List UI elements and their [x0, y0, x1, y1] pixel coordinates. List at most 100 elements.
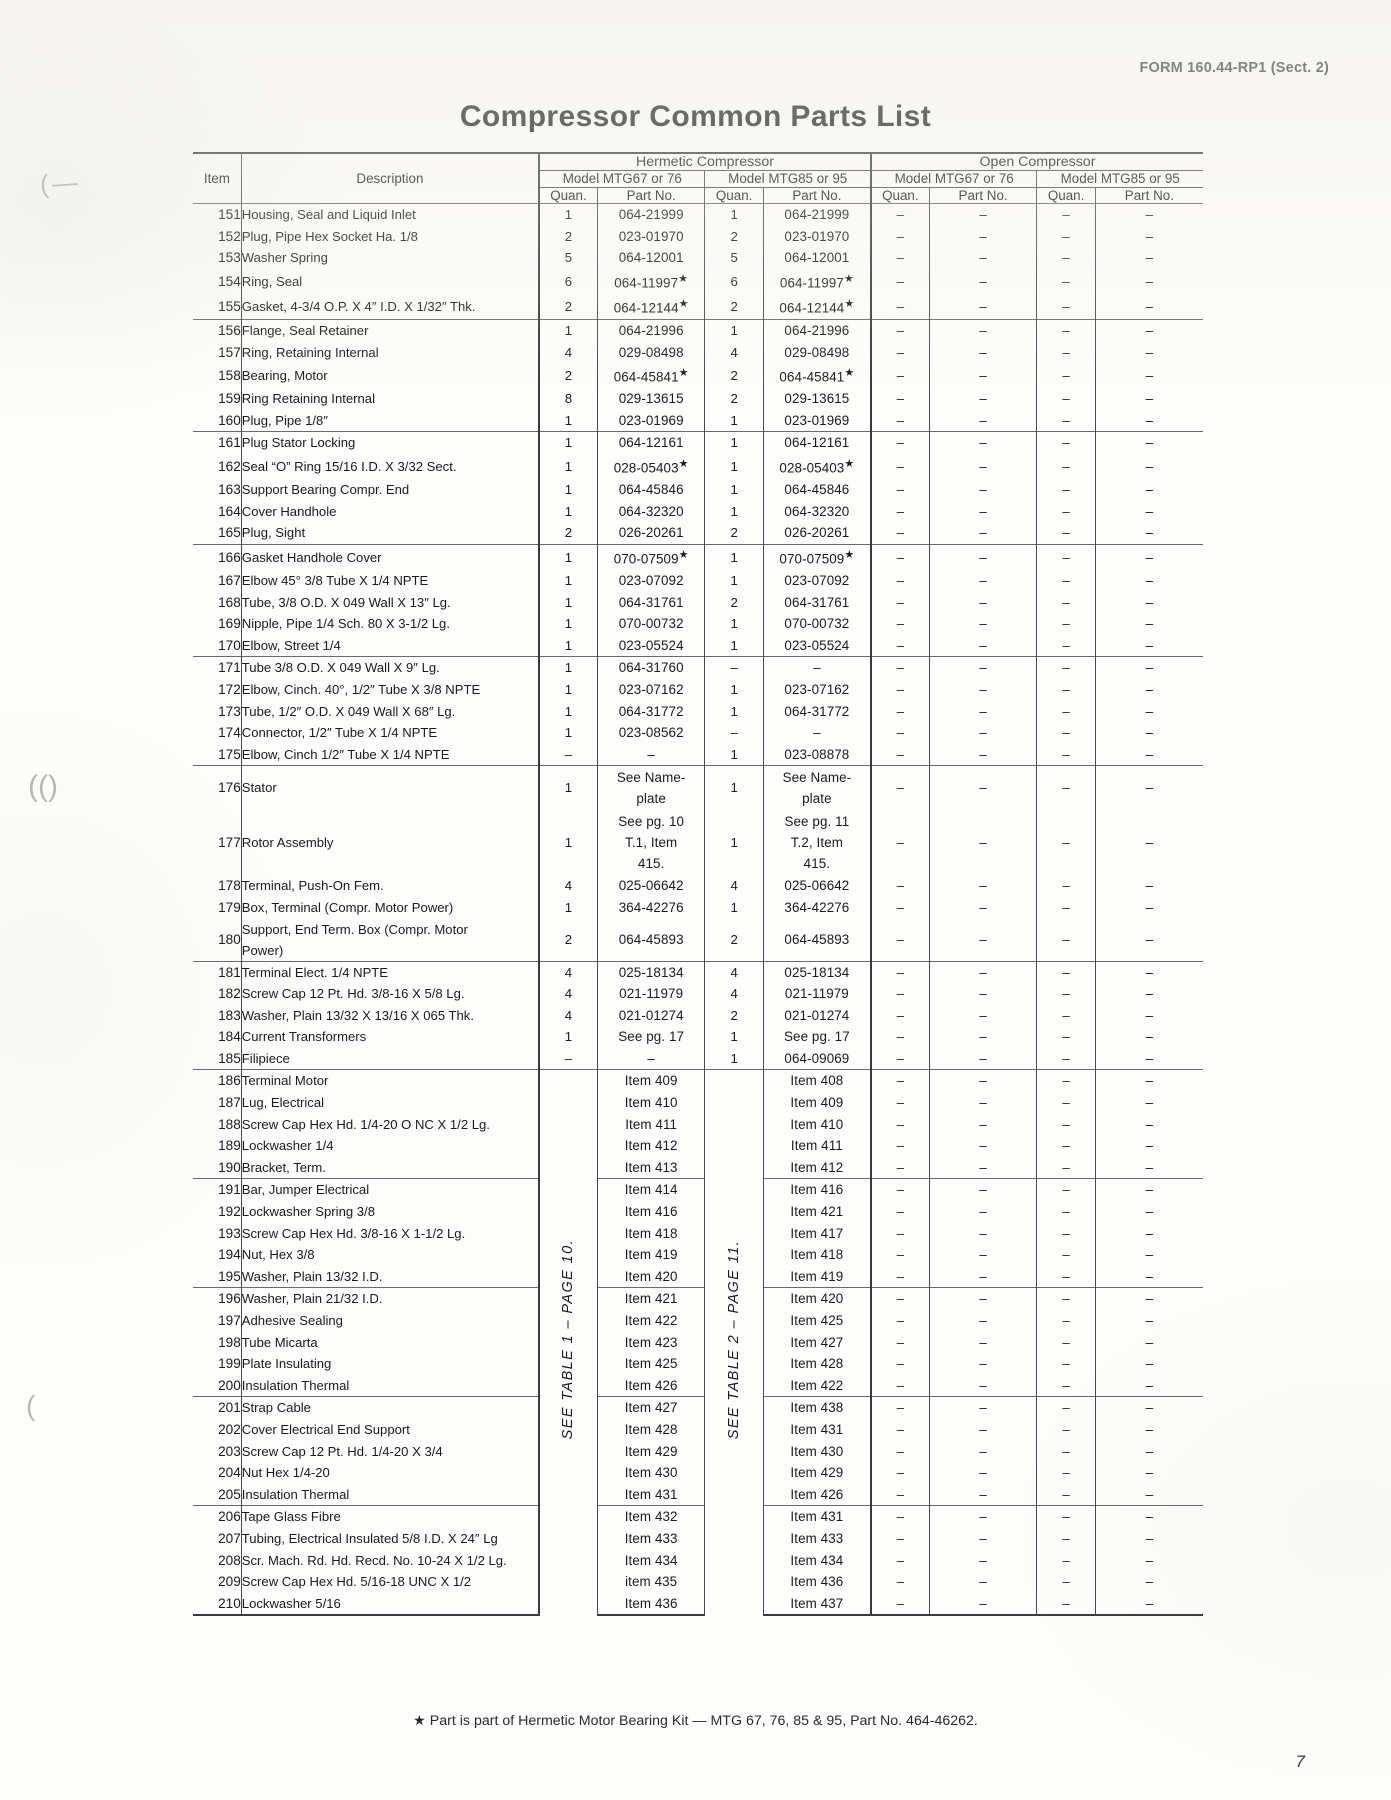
- cell-hermetic-67-76-partno: 070-07509★: [596, 543, 705, 570]
- cell-hermetic-85-95-partno: Item 422: [762, 1374, 871, 1397]
- cell-open-67-76-quan: –: [869, 1396, 930, 1419]
- cell-hermetic-85-95-partno: 023-01970: [762, 225, 871, 248]
- table-row: 173 Tube, 1/2″ O.D. X 049 Wall X 68″ Lg. 1…: [193, 700, 1203, 723]
- cell-hermetic-67-76-partno: Item 411: [596, 1113, 705, 1136]
- cell-hermetic-67-76-quan: 1: [538, 454, 598, 480]
- parts-table: Item Description Hermetic Compressor Ope…: [193, 152, 1203, 1617]
- cell-description: Housing, Seal and Liquid Inlet: [240, 203, 540, 226]
- cell-hermetic-67-76-partno: 064-12161: [596, 431, 705, 455]
- cell-description: Terminal Elect. 1/4 NPTE: [240, 960, 540, 984]
- cell-open-67-76-quan: –: [869, 1592, 930, 1617]
- cell-hermetic-67-76-partno: Item 423: [596, 1331, 705, 1354]
- cell-open-67-76-partno: –: [928, 1353, 1037, 1375]
- table-row: 204 Nut Hex 1/4-20 Item 430 Item 429– – – –: [193, 1462, 1203, 1484]
- table-row: 199 Plate Insulating Item 425 Item 428– – – –: [193, 1353, 1203, 1375]
- cell-open-85-95-partno: –: [1094, 1462, 1203, 1484]
- cell-item: 187: [218, 1095, 241, 1111]
- cell-item: 193: [218, 1225, 241, 1241]
- cell-open-67-76-quan: –: [869, 809, 930, 876]
- cell-open-85-95-quan: –: [1036, 634, 1096, 657]
- cell-hermetic-85-95-partno: Item 434: [762, 1549, 871, 1572]
- cell-hermetic-67-76-partno: 070-00732: [596, 613, 705, 635]
- cell-open-67-76-partno: –: [928, 1527, 1037, 1550]
- cell-hermetic-85-95-partno: 064-12144★: [762, 293, 871, 320]
- table-row: 170 Elbow, Street 1/4 1 023-05524 1 023-05524…: [193, 634, 1203, 657]
- header-group-open: Open Compressor: [869, 153, 1203, 172]
- cell-open-85-95-partno: –: [1094, 409, 1203, 432]
- cell-item: 181: [193, 960, 242, 984]
- cell-open-67-76-quan: –: [869, 1331, 930, 1354]
- cell-description: Lockwasher 1/4: [240, 1135, 540, 1157]
- cell-hermetic-67-76-partno: 064-12001: [596, 247, 705, 269]
- cell-open-67-76-partno: –: [928, 1374, 1037, 1397]
- cell-hermetic-85-95-partno: Item 427: [762, 1331, 871, 1354]
- cell-open-85-95-quan: –: [1036, 293, 1096, 320]
- cell-item: 156: [193, 319, 242, 342]
- table-row: 159 Ring Retaining Internal 8 029-13615 2 029…: [193, 388, 1203, 410]
- cell-open-85-95-quan: –: [1036, 341, 1096, 364]
- cell-hermetic-85-95-quan: 1: [704, 700, 764, 723]
- cell-description: Plug, Pipe 1/8″: [240, 409, 540, 432]
- cell-item: 151: [193, 203, 242, 226]
- cell-open-85-95-quan: –: [1036, 225, 1096, 248]
- cell-hermetic-85-95-partno: See pg. 11 T.2, Item 415.: [762, 809, 871, 876]
- cell-hermetic-85-95-partno: Item 420: [762, 1287, 871, 1311]
- cell-description: Lockwasher Spring 3/8: [240, 1201, 540, 1223]
- cell-hermetic-85-95-quan: 2: [704, 388, 764, 410]
- cell-hermetic-85-95-partno: 070-00732: [762, 613, 871, 635]
- kit-star-icon: ★: [678, 367, 689, 380]
- vertical-label-hermetic-85-95: SEE TABLE 2 – PAGE 11.: [704, 1069, 764, 1616]
- cell-open-67-76-quan: –: [869, 634, 930, 657]
- cell-description: Insulation Thermal: [240, 1374, 540, 1397]
- cell-open-85-95-partno: –: [1094, 613, 1203, 635]
- cell-hermetic-67-76-quan: 1: [538, 809, 598, 876]
- cell-item: 198: [218, 1334, 241, 1350]
- cell-item: 189: [218, 1138, 241, 1154]
- cell-hermetic-85-95-partno: Item 433: [762, 1527, 871, 1550]
- cell-item: 202: [218, 1421, 241, 1437]
- cell-hermetic-67-76-quan: 4: [538, 960, 598, 984]
- cell-open-85-95-partno: –: [1094, 1353, 1203, 1375]
- cell-hermetic-85-95-quan: 2: [704, 225, 764, 248]
- header-item: Item: [203, 170, 230, 186]
- cell-hermetic-85-95-partno: 029-08498: [762, 341, 871, 364]
- cell-hermetic-85-95-partno: Item 431: [762, 1418, 871, 1441]
- cell-open-67-76-quan: –: [869, 896, 930, 919]
- cell-hermetic-67-76-partno: Item 414: [596, 1178, 705, 1202]
- cell-hermetic-67-76-quan: 4: [538, 983, 598, 1005]
- page-number: 7: [1295, 1752, 1305, 1771]
- cell-hermetic-67-76-quan: 2: [538, 293, 598, 320]
- cell-hermetic-67-76-partno: Item 427: [596, 1396, 705, 1419]
- cell-hermetic-85-95-quan: 2: [704, 293, 764, 320]
- cell-hermetic-67-76-partno: Item 419: [596, 1244, 705, 1266]
- header-quan-h2: Quan.: [704, 187, 764, 204]
- cell-description: Elbow 45° 3/8 Tube X 1/4 NPTE: [240, 569, 540, 592]
- cell-hermetic-67-76-quan: 2: [538, 363, 598, 389]
- header-partno-o1: Part No.: [928, 187, 1037, 204]
- table-body: 151 Housing, Seal and Liquid Inlet 1 064-21…: [193, 203, 1203, 1617]
- cell-open-67-76-partno: –: [928, 319, 1037, 342]
- cell-open-67-76-partno: –: [928, 1113, 1037, 1136]
- cell-open-67-76-quan: –: [869, 613, 930, 635]
- table-row: 156 Flange, Seal Retainer 1 064-21996 1 064-2…: [193, 319, 1203, 342]
- cell-open-85-95-quan: –: [1036, 983, 1096, 1005]
- cell-open-67-76-quan: –: [869, 522, 930, 545]
- cell-hermetic-67-76-partno: 021-11979: [596, 983, 705, 1005]
- cell-open-85-95-partno: –: [1094, 1374, 1203, 1397]
- cell-open-85-95-partno: –: [1094, 522, 1203, 545]
- cell-hermetic-67-76-partno: 023-01970: [596, 225, 705, 248]
- footnote: ★ Part is part of Hermetic Motor Bearing…: [413, 1713, 978, 1729]
- cell-open-67-76-quan: –: [869, 743, 930, 766]
- cell-description: Nut, Hex 3/8: [240, 1244, 540, 1266]
- header-hermetic-model-67-76: Model MTG67 or 76: [538, 170, 705, 188]
- cell-hermetic-85-95-quan: 1: [704, 203, 764, 226]
- cell-open-67-76-partno: –: [928, 1549, 1037, 1572]
- table-row: 153 Washer Spring 5 064-12001 5 064-12001– – – –: [193, 247, 1203, 269]
- cell-hermetic-67-76-partno: 064-45841★: [596, 363, 705, 389]
- cell-open-85-95-quan: –: [1036, 678, 1096, 701]
- cell-hermetic-67-76-partno: Item 412: [596, 1135, 705, 1157]
- cell-open-67-76-partno: –: [928, 409, 1037, 432]
- header-quan-o2: Quan.: [1036, 187, 1096, 204]
- cell-open-85-95-quan: –: [1036, 1549, 1096, 1572]
- cell-open-85-95-partno: –: [1094, 1418, 1203, 1441]
